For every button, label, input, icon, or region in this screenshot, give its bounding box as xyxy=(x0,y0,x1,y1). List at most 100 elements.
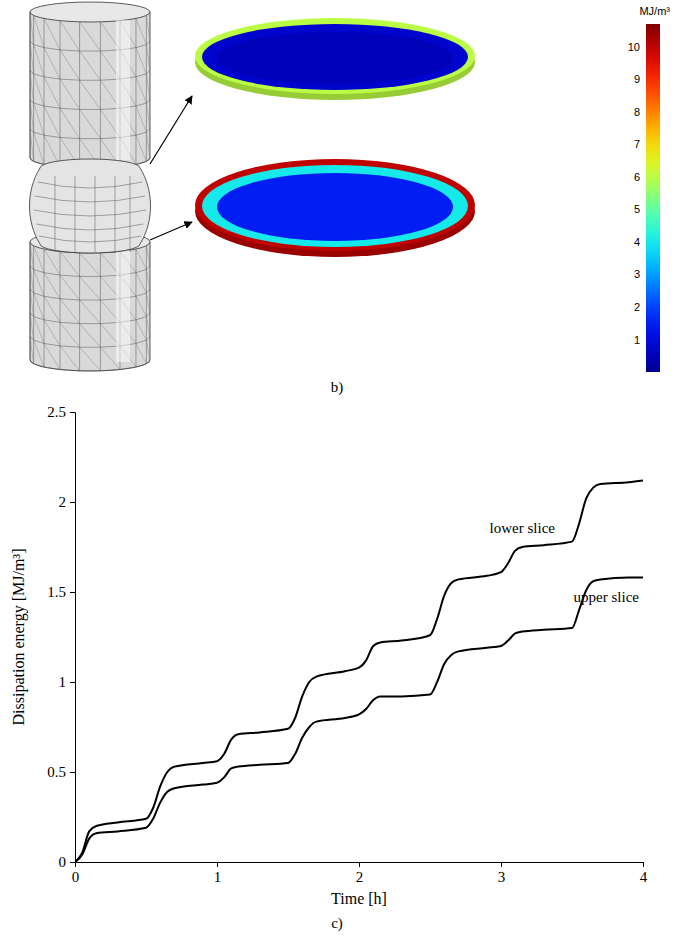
mesh-edge xyxy=(44,77,45,106)
mesh-edge xyxy=(136,249,146,269)
mesh-edge xyxy=(44,48,60,50)
y-tick-label: 0 xyxy=(59,854,67,870)
mesh-edge xyxy=(44,320,60,322)
panel-caption: b) xyxy=(331,379,344,396)
x-tick: 0 xyxy=(72,862,80,885)
y-tick-mark xyxy=(70,502,75,503)
mesh-edge xyxy=(135,135,136,164)
mesh-edge xyxy=(146,269,147,293)
mesh-edge xyxy=(60,108,80,109)
mesh-edge xyxy=(60,346,80,347)
mesh-edge xyxy=(60,299,80,300)
mesh-edge xyxy=(34,74,44,77)
colorbar-title: MJ/m³ xyxy=(639,5,670,17)
figure: 12345678910MJ/m³b)0123400.511.522.5lower… xyxy=(0,0,675,939)
colorbar-tick-label: 10 xyxy=(628,41,640,53)
mesh-edge xyxy=(136,273,146,293)
slice-rim xyxy=(195,18,475,94)
mesh-edge xyxy=(146,340,147,364)
mesh-edge xyxy=(44,273,45,297)
mesh-edge xyxy=(136,18,146,44)
mesh-edge xyxy=(44,249,60,275)
x-tick-mark xyxy=(359,862,360,867)
mesh-edge xyxy=(80,51,101,52)
mesh-edge xyxy=(120,367,136,369)
colorbar-tick: 3 xyxy=(634,268,646,280)
mesh-edge xyxy=(60,79,80,109)
colorbar: 12345678910MJ/m³ xyxy=(628,5,671,372)
x-tick-label: 3 xyxy=(498,869,506,885)
mesh-edge xyxy=(146,317,150,337)
cylinder-top xyxy=(30,2,150,22)
x-tick: 4 xyxy=(640,862,648,885)
mesh-edge xyxy=(146,360,150,364)
mesh-edge xyxy=(30,336,34,363)
mesh-edge xyxy=(34,317,44,320)
arrow xyxy=(150,96,192,164)
panel-b: 12345678910MJ/m³b) xyxy=(30,2,671,396)
mesh-edge xyxy=(44,343,60,345)
mesh-edge xyxy=(135,273,136,297)
mesh-edge xyxy=(60,21,61,50)
mesh-edge xyxy=(146,103,147,132)
mesh-edge xyxy=(33,74,34,103)
mesh-edge xyxy=(146,336,150,340)
mesh-edge xyxy=(146,74,147,103)
colorbar-tick: 5 xyxy=(634,203,646,215)
mesh-edge xyxy=(135,320,136,344)
mesh-edge xyxy=(60,322,61,346)
mesh-edge xyxy=(60,108,61,137)
y-tick: 0 xyxy=(59,854,76,870)
x-tick: 2 xyxy=(356,862,364,885)
mesh-edge xyxy=(100,300,101,324)
mesh-edge xyxy=(30,70,34,103)
fe-mesh xyxy=(30,2,151,371)
x-tick-label: 2 xyxy=(356,869,364,885)
mesh-edge xyxy=(136,364,146,367)
mesh-edge xyxy=(30,12,34,45)
mesh-edge xyxy=(60,322,80,323)
mesh-edge xyxy=(60,50,80,51)
mesh-edge xyxy=(100,276,101,300)
mesh-edge xyxy=(33,340,34,364)
mesh-edge xyxy=(60,50,61,79)
y-tick-label: 2.5 xyxy=(47,404,66,420)
colorbar-tick-label: 7 xyxy=(634,138,640,150)
mesh-edge xyxy=(136,74,146,77)
mesh-edge xyxy=(30,100,34,133)
mesh-edge xyxy=(136,317,146,320)
mesh-edge xyxy=(136,343,146,363)
mesh-edge xyxy=(33,15,34,44)
mesh-edge xyxy=(100,324,101,348)
cylinder-side xyxy=(30,242,150,371)
mesh-edge xyxy=(30,129,34,132)
mesh-edge xyxy=(60,275,80,300)
y-tick-mark xyxy=(70,682,75,683)
mesh-edge xyxy=(130,176,131,252)
slice-interior xyxy=(217,173,453,241)
mesh-edge xyxy=(34,269,44,272)
mesh-edge xyxy=(146,289,150,293)
mesh-edge xyxy=(44,106,60,137)
mesh-edge xyxy=(34,132,44,164)
colorbar-tick-label: 3 xyxy=(634,268,640,280)
x-tick-label: 4 xyxy=(640,869,648,885)
mesh-edge xyxy=(44,18,60,49)
mesh-edge xyxy=(60,79,80,80)
colorbar-tick-label: 9 xyxy=(634,73,640,85)
y-tick-label: 1.5 xyxy=(47,584,66,600)
mesh-edge xyxy=(44,343,45,367)
mesh-edge xyxy=(34,269,44,296)
mesh-edge xyxy=(30,100,34,103)
mesh-edge xyxy=(136,132,146,135)
mesh-edge xyxy=(30,289,34,316)
mesh-edge xyxy=(136,320,146,340)
mesh-edge xyxy=(146,129,150,132)
colorbar-tick-label: 6 xyxy=(634,171,640,183)
mesh-edge xyxy=(60,252,80,277)
mesh-edge xyxy=(30,266,34,293)
mesh-edge xyxy=(30,41,34,74)
mesh-edge xyxy=(79,80,80,109)
slice-side xyxy=(195,165,475,257)
mesh-edge xyxy=(44,320,45,344)
